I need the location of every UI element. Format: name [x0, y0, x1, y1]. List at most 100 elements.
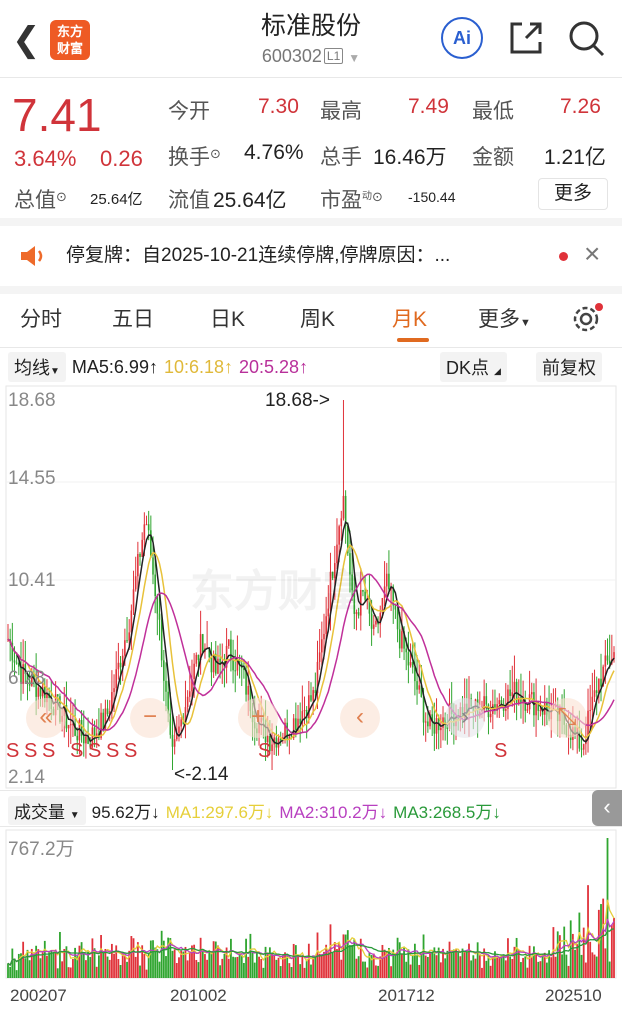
volume-bar: [186, 960, 189, 978]
volume-bar: [582, 927, 585, 978]
more-quote-button[interactable]: 更多: [538, 178, 608, 210]
volume-bar: [253, 962, 256, 978]
volume-bar: [180, 950, 183, 978]
candle-body: [230, 639, 232, 661]
candle-body: [526, 709, 529, 711]
tab-daily-k[interactable]: 日K: [210, 308, 246, 331]
info-icon[interactable]: ⊙: [210, 146, 221, 161]
candle-body: [598, 678, 600, 694]
tab-more[interactable]: 更多▼: [478, 303, 531, 333]
volume-bar: [502, 954, 505, 978]
volume-bar: [411, 955, 414, 978]
volume-bar: [435, 955, 438, 978]
active-tab-indicator: [397, 338, 429, 342]
indicator-selector[interactable]: 均线▼: [8, 352, 66, 382]
volume-bar: [513, 946, 516, 978]
zoom-out-far-icon[interactable]: «: [26, 698, 66, 738]
volume-bar: [418, 964, 421, 978]
candle-body: [308, 695, 310, 719]
candle-body: [496, 704, 498, 710]
volume-bar: [110, 943, 113, 978]
volume-bar: [149, 940, 152, 978]
candle-body: [193, 663, 195, 680]
settings-icon[interactable]: [570, 302, 604, 336]
candle-body: [225, 645, 228, 668]
volume-bar: [500, 956, 503, 978]
candle-body: [132, 589, 135, 611]
info-icon[interactable]: ⊙: [372, 189, 383, 204]
zoom-in-icon[interactable]: +: [238, 698, 278, 738]
candle-body: [329, 571, 332, 609]
candle-body: [321, 639, 323, 653]
pe-label: 市盈动⊙: [320, 184, 383, 214]
volume-bar: [424, 955, 427, 978]
scroll-left-icon[interactable]: ‹: [340, 698, 380, 738]
suspension-notice[interactable]: 停复牌：自2025-10-21连续停牌,停牌原因：...: [0, 226, 540, 286]
candle-body: [189, 691, 191, 697]
sell-signal: S: [494, 740, 508, 762]
candle-body: [370, 613, 373, 629]
volume-bar: [225, 947, 228, 978]
search-icon[interactable]: [568, 20, 606, 58]
volume-bar: [50, 951, 53, 978]
volume-bar: [245, 938, 247, 978]
candle-body: [517, 697, 520, 705]
zoom-out-icon[interactable]: −: [130, 698, 170, 738]
volume-bar: [158, 961, 161, 978]
volume-indicator-selector[interactable]: 成交量 ▼: [8, 796, 86, 825]
info-icon[interactable]: ⊙: [56, 189, 67, 204]
ai-button[interactable]: Ai: [441, 17, 483, 59]
tab-intraday[interactable]: 分时: [20, 308, 62, 331]
volume-bar: [515, 937, 518, 978]
candle-body: [334, 563, 336, 578]
candle-body: [608, 660, 611, 664]
volume-bar: [26, 949, 29, 978]
stock-code[interactable]: 600302 L1 ▼: [0, 46, 622, 67]
volume-bar: [95, 966, 98, 978]
volume-bar: [82, 952, 85, 978]
candle-body: [530, 692, 533, 695]
close-icon[interactable]: ×: [584, 238, 601, 269]
collapse-panel-button[interactable]: ‹: [592, 790, 622, 826]
candle-body: [165, 680, 167, 692]
adjust-button[interactable]: 前复权: [536, 352, 602, 382]
volume-bar: [145, 969, 148, 978]
volume-bar: [489, 965, 492, 978]
candle-body: [398, 629, 401, 649]
y-axis-label: 6.28: [8, 668, 45, 689]
tab-five-day[interactable]: 五日: [112, 308, 154, 331]
tab-weekly-k[interactable]: 周K: [300, 308, 336, 331]
candle-body: [301, 711, 304, 724]
volume-bar: [351, 944, 354, 978]
volume-bar: [74, 947, 76, 978]
fullscreen-icon[interactable]: ⤡: [547, 698, 587, 738]
dk-point-button[interactable]: DK点 ◢: [440, 352, 507, 382]
candle-body: [524, 700, 527, 711]
candle-body: [295, 718, 297, 730]
share-icon[interactable]: [508, 20, 544, 56]
candle-body: [214, 653, 217, 674]
scroll-right-icon[interactable]: ›: [445, 698, 485, 738]
volume-bar: [113, 953, 115, 978]
volume-bar: [279, 966, 282, 978]
candle-body: [355, 612, 358, 614]
candle-body: [171, 734, 174, 747]
candle-body: [539, 710, 542, 712]
candle-body: [102, 712, 105, 729]
candle-body: [340, 518, 343, 527]
volume-bar: [59, 931, 61, 978]
volume-label: 总手: [320, 146, 362, 169]
candle-body: [173, 739, 176, 747]
volume-bar: [188, 952, 191, 978]
volume-bar: [565, 954, 568, 978]
tab-monthly-k[interactable]: 月K: [392, 308, 428, 331]
volume-bar: [89, 957, 92, 978]
candle-body: [33, 674, 35, 680]
candle-body: [139, 553, 141, 557]
volume-bar: [595, 956, 598, 978]
volume-bar: [87, 951, 89, 978]
back-icon[interactable]: ❮: [12, 21, 41, 59]
app-logo: 东方 财富: [50, 20, 90, 60]
kline-chart[interactable]: [0, 384, 622, 984]
candle-body: [201, 634, 204, 653]
